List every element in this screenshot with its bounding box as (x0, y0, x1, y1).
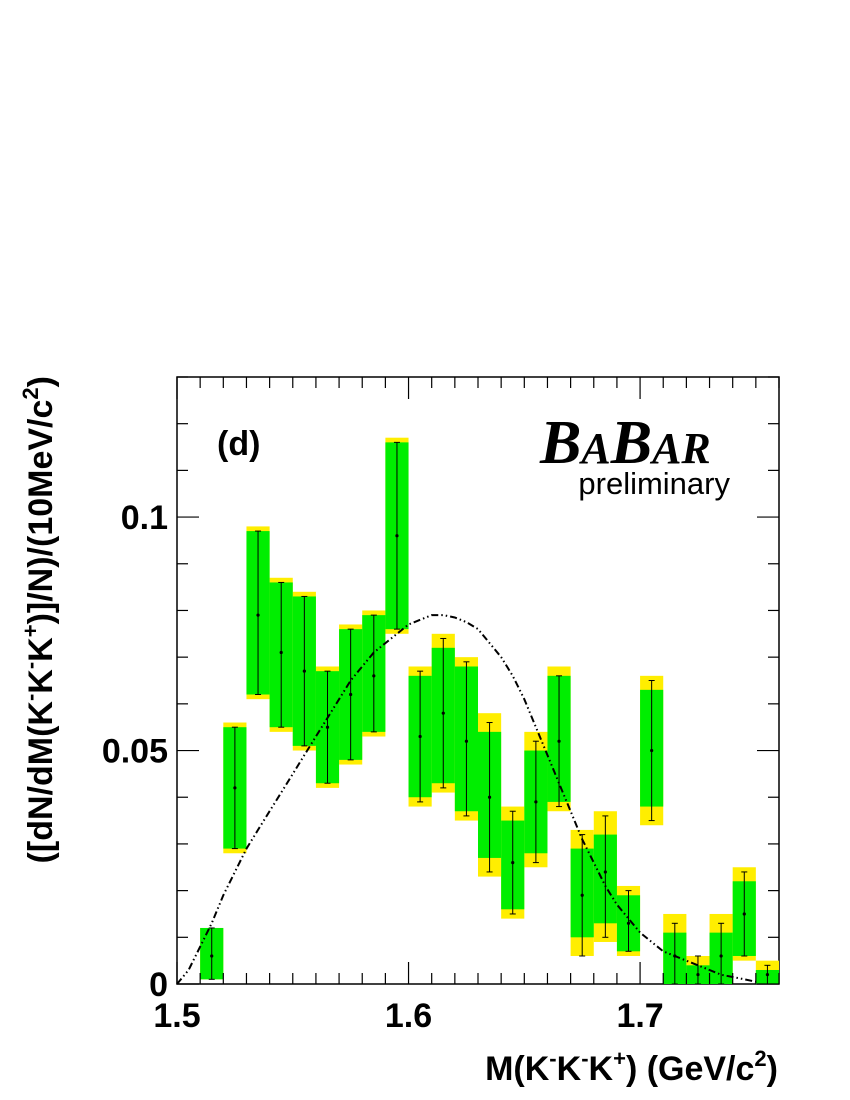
preliminary-label: preliminary (578, 466, 730, 501)
data-point-10 (441, 711, 445, 715)
data-point-9 (418, 734, 422, 739)
data-point-7 (372, 674, 376, 678)
y-tick-label: 0 (149, 966, 168, 1004)
data-point-17 (603, 870, 607, 874)
x-tick-label: 1.6 (385, 997, 432, 1035)
data-point-16 (580, 893, 584, 897)
y-tick-label: 0.05 (102, 733, 168, 771)
y-axis-label: ([dN/dM(K-K-K+)]/N)/(10MeV/c2) (18, 376, 60, 863)
x-axis-label: M(K-K-K+) (GeV/c2) (485, 1046, 778, 1088)
x-tick-label: 1.5 (153, 997, 200, 1035)
x-tick-label: 1.7 (616, 997, 663, 1035)
data-point-24 (765, 973, 770, 977)
axes: 1.5 1.6 1.7 0 0.05 0.1 (102, 376, 780, 1035)
data-point-21 (696, 973, 700, 977)
data-point-4 (302, 669, 306, 673)
babar-logo: BABAR (539, 409, 711, 477)
fit-curve (176, 614, 757, 985)
data-point-3 (279, 650, 283, 655)
panel-label: (d) (217, 425, 260, 463)
logo-b1: B (539, 409, 581, 477)
data-point-8 (395, 534, 399, 538)
data-point-23 (742, 912, 746, 916)
logo-ar: AR (649, 424, 711, 473)
data-point-2 (256, 613, 260, 617)
data-point-15 (557, 739, 561, 743)
data-point-19 (650, 748, 654, 753)
data-point-13 (511, 861, 515, 865)
logo-b2: B (610, 409, 652, 477)
data-point-11 (464, 739, 469, 743)
data-point-1 (233, 786, 237, 790)
data-point-14 (534, 800, 538, 804)
data-point-18 (626, 921, 631, 925)
inner-bands (200, 442, 779, 984)
y-tick-label: 0.1 (121, 499, 168, 537)
data-point-5 (325, 725, 330, 729)
data-point-6 (349, 692, 353, 697)
data-point-0 (210, 954, 214, 958)
error-bars (208, 441, 771, 985)
data-point-22 (719, 954, 723, 958)
data-point-12 (487, 795, 492, 799)
logo-a: A (578, 424, 610, 473)
